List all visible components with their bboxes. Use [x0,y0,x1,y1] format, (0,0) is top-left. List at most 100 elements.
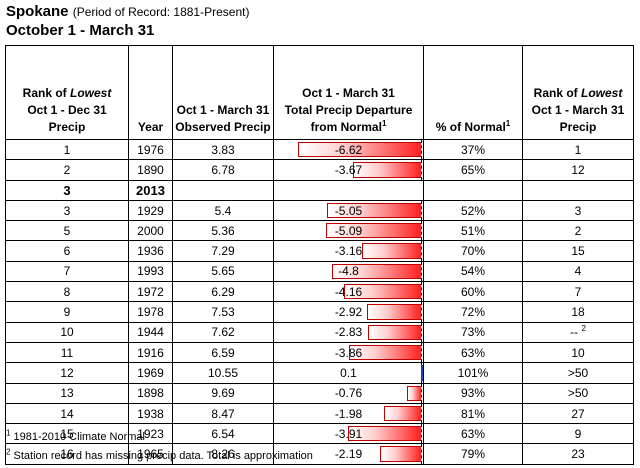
year-cell: 1936 [128,240,173,262]
rank-mar-cell: 10 [522,341,634,364]
percent-cell: 52% [423,199,523,222]
year-cell: 1965 [128,443,173,465]
departure-bar [348,426,421,442]
col-header-rank-dec: Rank of Lowest Oct 1 - Dec 31 Precip [5,45,129,140]
table-row: 16 1965 8.26 -2.19 79% 23 [5,443,634,465]
departure-bar [384,405,421,422]
percent-cell: 73% [423,321,523,343]
departure-value: -3.86 [334,345,363,360]
departure-cell: 0.1 [273,362,424,384]
departure-cell: -3.91 [273,423,424,445]
rank-mar-cell: 3 [522,199,634,222]
rank-mar-value: 1 [574,142,582,157]
rank-mar-value: 7 [574,284,582,299]
observed-cell: 6.78 [172,159,274,181]
percent-cell: 70% [423,240,523,262]
zero-axis-line [421,383,422,403]
zero-axis-line [421,140,422,160]
zero-axis-line [421,282,422,302]
year-cell: 1969 [128,362,173,384]
departure-value: -5.09 [334,223,363,238]
table-row: 2 1890 6.78 -3.67 65% 12 [5,159,634,181]
zero-axis-line [421,424,422,444]
table-row: 7 1993 5.65 -4.8 54% 4 [5,260,634,283]
rank-dec-cell: 8 [5,281,129,303]
table-row: 12 1969 10.55 0.1 101% >50 [5,362,634,384]
percent-cell: 37% [423,138,523,161]
table-row: 3 1929 5.4 -5.05 52% 3 [5,199,634,222]
departure-bar [366,304,421,320]
departure-cell: -4.8 [273,260,424,283]
rank-mar-cell: 7 [522,281,634,303]
departure-cell [273,179,424,201]
year-cell: 2013 [128,179,173,201]
rank-mar-value: >50 [567,365,589,380]
rank-dec-cell: 6 [5,240,129,262]
departure-bar [297,142,421,158]
departure-value: -2.19 [334,447,363,462]
observed-cell: 8.47 [172,402,274,425]
departure-cell: -5.05 [273,199,424,222]
departure-cell: -2.19 [273,443,424,465]
footnote-ref: 2 [581,324,586,334]
departure-bar [362,243,421,259]
year-cell: 1944 [128,321,173,343]
table-body: 1 1976 3.83 -6.62 37% 1 2 1890 6.78 -3.67 65% 12 3 20… [5,138,634,465]
zero-axis-line [421,221,422,241]
percent-cell: 79% [423,443,523,465]
footnote-missing-data: 2 Station record has missing precip data… [6,447,313,462]
table-row: 3 2013 [5,179,634,201]
percent-cell: 60% [423,281,523,303]
rank-dec-cell: 9 [5,301,129,323]
zero-axis-line [421,403,422,424]
rank-dec-cell: 14 [5,402,129,425]
rank-mar-cell: 4 [522,260,634,283]
rank-mar-cell: >50 [522,362,634,384]
period-of-record: (Period of Record: 1881-Present) [72,5,250,19]
col-header-rank-mar: Rank of Lowest Oct 1 - March 31 Precip [522,45,634,140]
departure-cell: -0.76 [273,382,424,404]
footnote-normal: 1 1981-2010 Climate Normal [6,428,145,443]
observed-cell: 7.29 [172,240,274,262]
year-cell: 1972 [128,281,173,303]
rank-mar-cell: -- 2 [522,321,634,343]
rank-dec-cell: 3 [5,179,129,201]
rank-mar-value: >50 [567,386,589,401]
table-row: 6 1936 7.29 -3.16 70% 15 [5,240,634,262]
precip-table: Rank of Lowest Oct 1 - Dec 31 Precip Yea… [5,45,634,465]
percent-cell: 63% [423,341,523,364]
rank-mar-value: 3 [574,203,582,218]
rank-dec-cell: 13 [5,382,129,404]
zero-axis-line [421,342,422,363]
rank-dec-cell: 10 [5,321,129,343]
observed-cell: 6.54 [172,423,274,445]
rank-mar-value: 12 [571,162,585,177]
departure-cell: -3.16 [273,240,424,262]
observed-cell: 6.29 [172,281,274,303]
col-header-percent: % of Normal1 [423,45,523,140]
rank-mar-value: 18 [571,305,585,320]
rank-mar-cell: 9 [522,423,634,445]
rank-mar-cell: 2 [522,220,634,242]
rank-mar-cell [522,179,634,201]
rank-mar-cell: 23 [522,443,634,465]
header-row: Rank of Lowest Oct 1 - Dec 31 Precip Yea… [5,45,634,140]
percent-cell: 101% [423,362,523,384]
percent-cell: 81% [423,402,523,425]
observed-cell: 10.55 [172,362,274,384]
col-header-departure: Oct 1 - March 31 Total Precip Departure … [273,45,424,140]
percent-cell: 72% [423,301,523,323]
departure-cell: -3.86 [273,341,424,364]
percent-cell [423,179,523,201]
table-row: 13 1898 9.69 -0.76 93% >50 [5,382,634,404]
departure-cell: -2.83 [273,321,424,343]
rank-dec-cell: 7 [5,260,129,283]
departure-bar [331,263,421,280]
observed-cell: 9.69 [172,382,274,404]
rank-mar-cell: 15 [522,240,634,262]
departure-value: -4.8 [338,264,359,279]
departure-cell: -6.62 [273,138,424,161]
rank-mar-value: -- [570,325,579,340]
departure-bar [326,223,421,239]
rank-mar-cell: 27 [522,402,634,425]
